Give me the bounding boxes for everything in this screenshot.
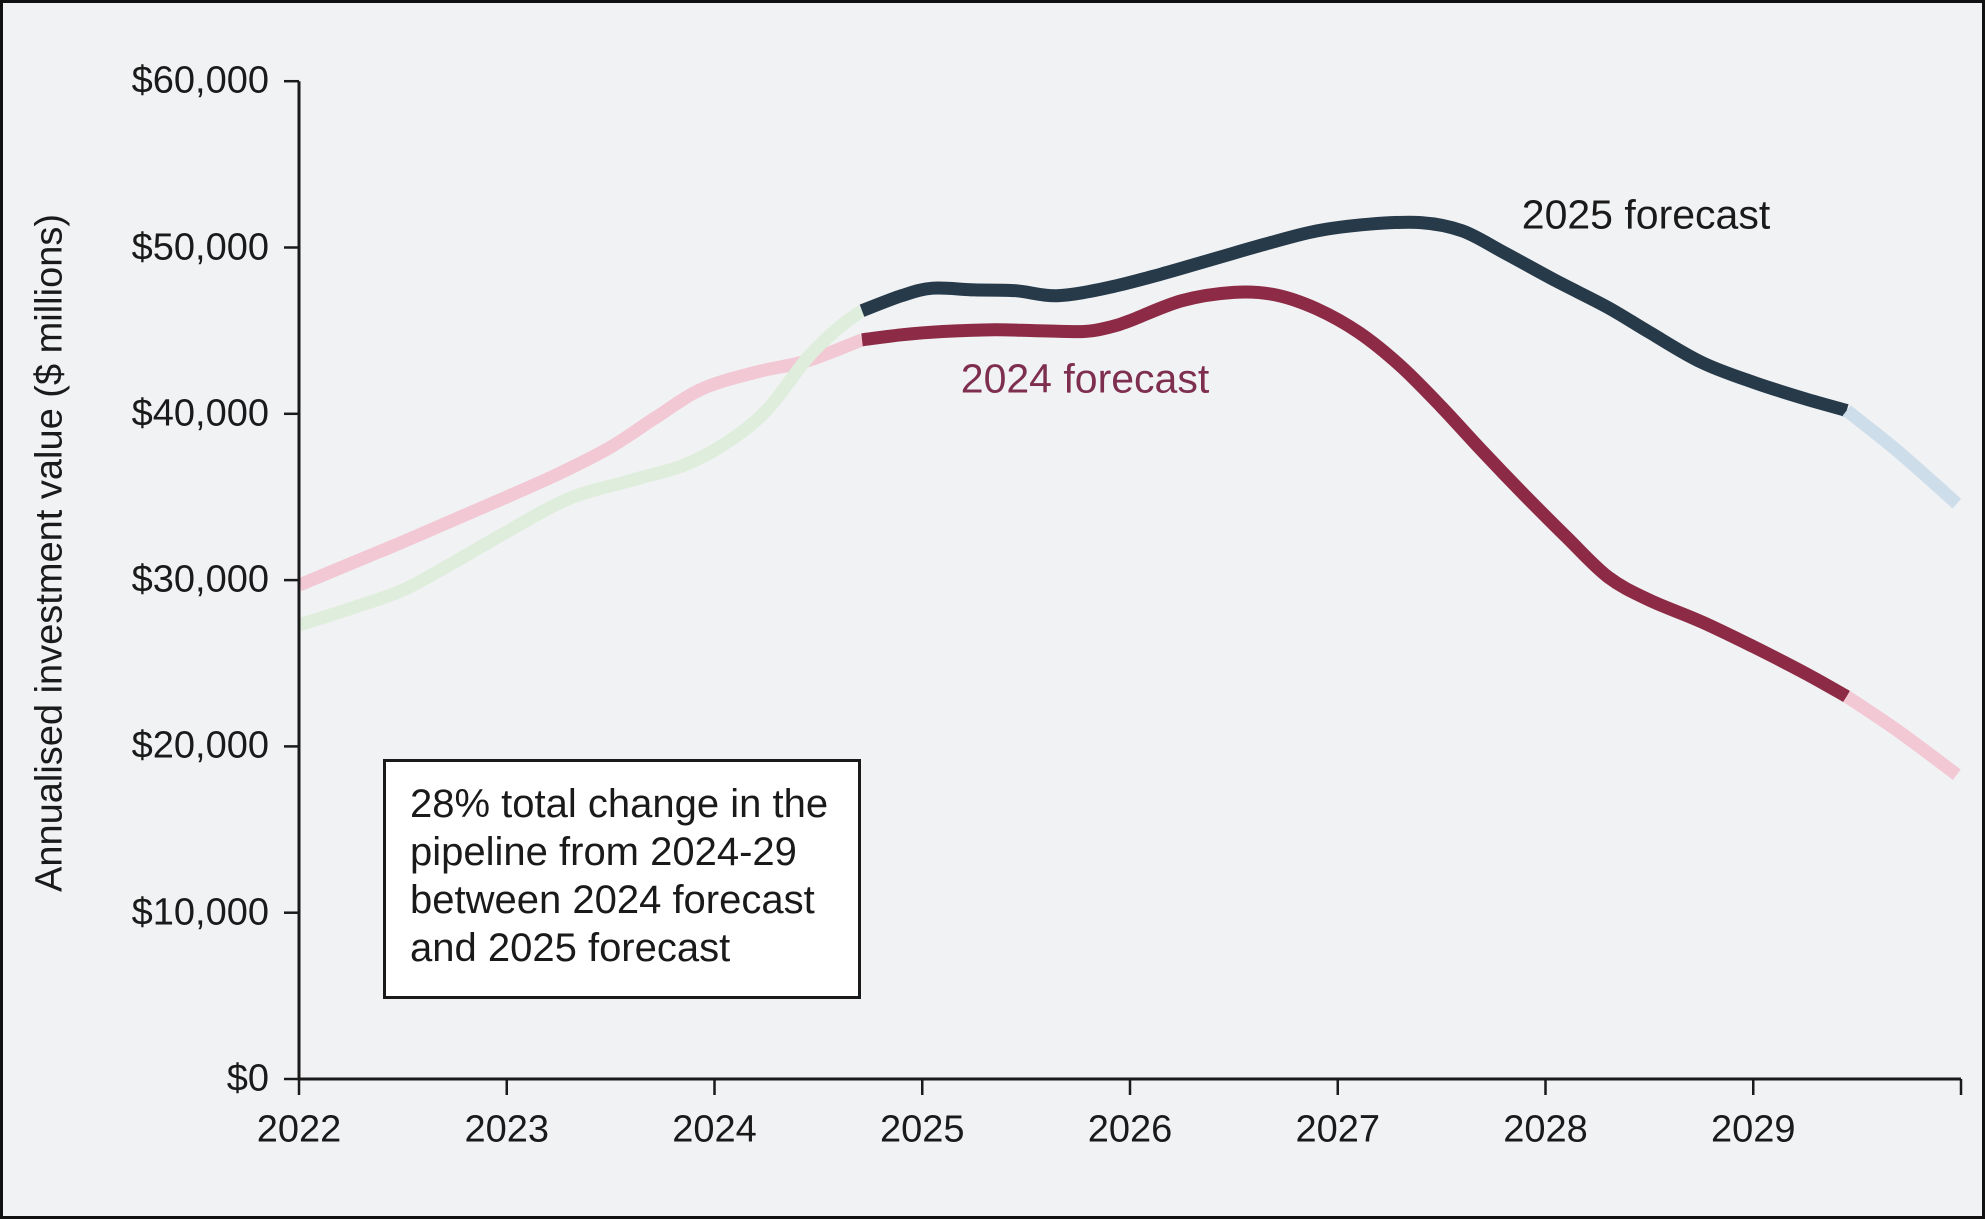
y-tick-label: $30,000 (131, 558, 269, 601)
x-tick-label: 2025 (879, 1108, 965, 1151)
chart-axes (284, 79, 1963, 1095)
y-tick-label: $20,000 (131, 724, 269, 767)
line-chart (284, 79, 1963, 1095)
y-tick-label: $10,000 (131, 891, 269, 934)
series-label-2025-forecast: 2025 forecast (1521, 191, 1771, 238)
line-2025-forecast-projection-tail- (1842, 405, 1962, 509)
annotation-line: between 2024 forecast (410, 878, 815, 922)
x-tick-label: 2022 (256, 1108, 342, 1151)
annotation-box: 28% total change in the pipeline from 202… (383, 759, 861, 999)
y-tick-label: $40,000 (131, 392, 269, 435)
y-tick-label: $0 (226, 1057, 269, 1100)
y-axis-title: Annualised investment value ($ millions) (28, 214, 71, 892)
annotation-line: 28% total change in the (410, 782, 829, 826)
x-tick-label: 2029 (1710, 1108, 1796, 1151)
line-2024-forecast-historical- (296, 333, 865, 592)
series-label-2024-forecast: 2024 forecast (960, 355, 1210, 402)
line-2024-forecast-projection-tail- (1843, 691, 1961, 780)
line-2025-forecast (859, 215, 1849, 417)
x-tick-label: 2027 (1295, 1108, 1381, 1151)
x-tick-label: 2026 (1087, 1108, 1173, 1151)
x-tick-label: 2024 (672, 1108, 757, 1151)
annotation-line: and 2025 forecast (410, 926, 731, 970)
x-tick-label: 2028 (1503, 1108, 1588, 1151)
annotation-line: pipeline from 2024-29 (410, 830, 797, 874)
x-tick-label: 2023 (464, 1108, 550, 1151)
y-tick-label: $50,000 (131, 226, 269, 268)
chart-series (296, 215, 1962, 780)
line-2024-forecast (861, 285, 1850, 703)
y-tick-label: $60,000 (131, 59, 269, 102)
line-2025-forecast-historical- (297, 305, 866, 632)
